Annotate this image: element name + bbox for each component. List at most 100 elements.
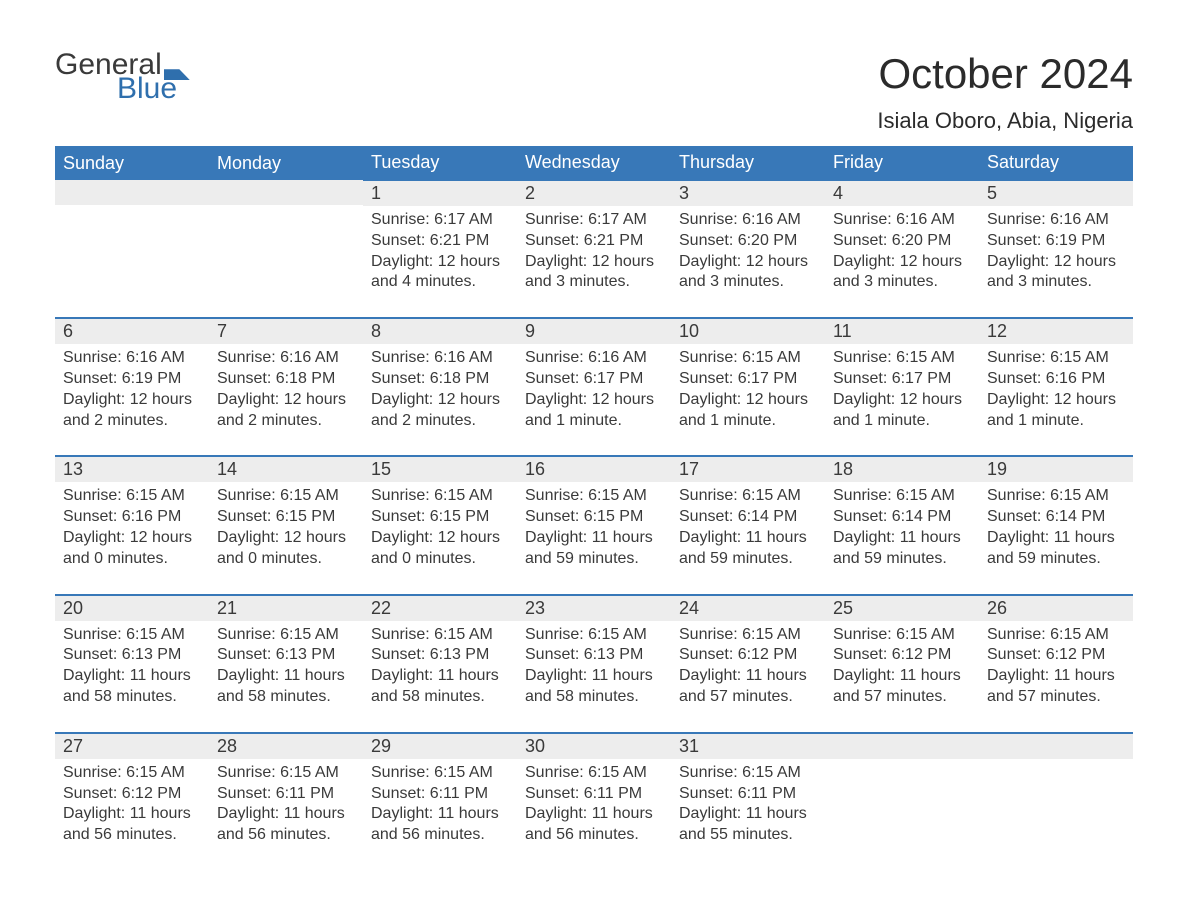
calendar-day-cell: 10Sunrise: 6:15 AMSunset: 6:17 PMDayligh… (671, 318, 825, 456)
sunrise-line: Sunrise: 6:15 AM (679, 625, 817, 646)
day-number-band-empty (209, 180, 363, 205)
daylight-line: Daylight: 12 hours and 0 minutes. (217, 528, 355, 570)
day-number: 1 (363, 181, 517, 206)
daylight-line: Daylight: 12 hours and 1 minute. (833, 390, 971, 432)
calendar-day-cell: 23Sunrise: 6:15 AMSunset: 6:13 PMDayligh… (517, 595, 671, 733)
day-number: 14 (209, 457, 363, 482)
day-number: 12 (979, 319, 1133, 344)
calendar-day-cell: 20Sunrise: 6:15 AMSunset: 6:13 PMDayligh… (55, 595, 209, 733)
daylight-line: Daylight: 11 hours and 56 minutes. (63, 804, 201, 846)
day-number: 27 (55, 734, 209, 759)
calendar-day-cell: 25Sunrise: 6:15 AMSunset: 6:12 PMDayligh… (825, 595, 979, 733)
header: General Blue October 2024 Isiala Oboro, … (55, 50, 1133, 134)
daylight-line: Daylight: 11 hours and 57 minutes. (833, 666, 971, 708)
day-number: 28 (209, 734, 363, 759)
calendar-day-cell: 29Sunrise: 6:15 AMSunset: 6:11 PMDayligh… (363, 733, 517, 870)
calendar-day-cell: 2 Sunrise: 6:17 AMSunset: 6:21 PMDaylight… (517, 180, 671, 318)
day-details: Sunrise: 6:15 AMSunset: 6:13 PMDaylight:… (363, 621, 517, 708)
calendar-table: SundayMondayTuesdayWednesdayThursdayFrid… (55, 146, 1133, 870)
day-number: 11 (825, 319, 979, 344)
sunset-line: Sunset: 6:19 PM (63, 369, 201, 390)
sunset-line: Sunset: 6:14 PM (987, 507, 1125, 528)
sunset-line: Sunset: 6:12 PM (833, 645, 971, 666)
sunset-line: Sunset: 6:16 PM (63, 507, 201, 528)
sunrise-line: Sunrise: 6:15 AM (833, 486, 971, 507)
sunset-line: Sunset: 6:12 PM (987, 645, 1125, 666)
calendar-empty-cell (55, 180, 209, 318)
sunrise-line: Sunrise: 6:15 AM (63, 625, 201, 646)
daylight-line: Daylight: 11 hours and 57 minutes. (987, 666, 1125, 708)
day-number: 6 (55, 319, 209, 344)
daylight-line: Daylight: 11 hours and 59 minutes. (987, 528, 1125, 570)
sunrise-line: Sunrise: 6:15 AM (63, 763, 201, 784)
calendar-week-row: 6 Sunrise: 6:16 AM Sunset: 6:19 PM Daylight… (55, 318, 1133, 456)
calendar-day-cell: 31Sunrise: 6:15 AMSunset: 6:11 PMDayligh… (671, 733, 825, 870)
day-number: 26 (979, 596, 1133, 621)
calendar-day-cell: 11Sunrise: 6:15 AMSunset: 6:17 PMDayligh… (825, 318, 979, 456)
day-details: Sunrise: 6:15 AMSunset: 6:13 PMDaylight:… (209, 621, 363, 708)
calendar-day-cell: 17Sunrise: 6:15 AMSunset: 6:14 PMDayligh… (671, 456, 825, 594)
sunrise-line: Sunrise: 6:16 AM (371, 348, 509, 369)
sunset-line: Sunset: 6:13 PM (525, 645, 663, 666)
daylight-line: Daylight: 11 hours and 59 minutes. (833, 528, 971, 570)
calendar-header-row: SundayMondayTuesdayWednesdayThursdayFrid… (55, 146, 1133, 180)
sunrise-line: Sunrise: 6:15 AM (833, 625, 971, 646)
sunrise-line: Sunrise: 6:15 AM (679, 763, 817, 784)
daylight-line: Daylight: 11 hours and 59 minutes. (525, 528, 663, 570)
sunrise-line: Sunrise: 6:15 AM (833, 348, 971, 369)
sunset-line: Sunset: 6:19 PM (987, 231, 1125, 252)
daylight-line: Daylight: 12 hours and 1 minute. (525, 390, 663, 432)
daylight-line: Daylight: 12 hours and 1 minute. (679, 390, 817, 432)
sunset-line: Sunset: 6:17 PM (525, 369, 663, 390)
calendar-header-cell: Saturday (979, 146, 1133, 180)
day-details: Sunrise: 6:15 AMSunset: 6:16 PMDaylight:… (55, 482, 209, 569)
sunrise-line: Sunrise: 6:15 AM (525, 486, 663, 507)
calendar-header-cell: Wednesday (517, 146, 671, 180)
day-details: Sunrise: 6:15 AMSunset: 6:11 PMDaylight:… (671, 759, 825, 846)
day-number: 3 (671, 181, 825, 206)
sunrise-line: Sunrise: 6:15 AM (679, 348, 817, 369)
calendar-empty-cell (979, 733, 1133, 870)
sunrise-line: Sunrise: 6:17 AM (525, 210, 663, 231)
day-number: 18 (825, 457, 979, 482)
daylight-line: Daylight: 12 hours and 3 minutes. (525, 252, 663, 294)
sunset-line: Sunset: 6:11 PM (525, 784, 663, 805)
sunset-line: Sunset: 6:18 PM (217, 369, 355, 390)
day-number-band-empty (979, 734, 1133, 759)
daylight-line: Daylight: 11 hours and 56 minutes. (525, 804, 663, 846)
day-number: 13 (55, 457, 209, 482)
calendar-day-cell: 26Sunrise: 6:15 AMSunset: 6:12 PMDayligh… (979, 595, 1133, 733)
day-details: Sunrise: 6:15 AMSunset: 6:15 PMDaylight:… (363, 482, 517, 569)
day-number: 2 (517, 181, 671, 206)
day-details: Sunrise: 6:16 AMSunset: 6:17 PMDaylight:… (517, 344, 671, 431)
daylight-line: Daylight: 11 hours and 58 minutes. (217, 666, 355, 708)
calendar-day-cell: 28Sunrise: 6:15 AMSunset: 6:11 PMDayligh… (209, 733, 363, 870)
day-number: 4 (825, 181, 979, 206)
sunset-line: Sunset: 6:21 PM (525, 231, 663, 252)
day-number-band-empty (55, 180, 209, 205)
daylight-line: Daylight: 12 hours and 3 minutes. (987, 252, 1125, 294)
sunrise-line: Sunrise: 6:15 AM (371, 763, 509, 784)
day-number: 24 (671, 596, 825, 621)
sunrise-line: Sunrise: 6:16 AM (679, 210, 817, 231)
day-details: Sunrise: 6:16 AMSunset: 6:20 PMDaylight:… (671, 206, 825, 293)
sunset-line: Sunset: 6:12 PM (679, 645, 817, 666)
sunset-line: Sunset: 6:20 PM (679, 231, 817, 252)
page-title: October 2024 (877, 50, 1133, 98)
calendar-day-cell: 6Sunrise: 6:16 AMSunset: 6:19 PMDaylight… (55, 318, 209, 456)
sunset-line: Sunset: 6:21 PM (371, 231, 509, 252)
day-details: Sunrise: 6:15 AMSunset: 6:14 PMDaylight:… (979, 482, 1133, 569)
sunrise-line: Sunrise: 6:15 AM (217, 763, 355, 784)
calendar-day-cell: 15Sunrise: 6:15 AMSunset: 6:15 PMDayligh… (363, 456, 517, 594)
day-number: 5 (979, 181, 1133, 206)
day-details: Sunrise: 6:16 AMSunset: 6:18 PMDaylight:… (209, 344, 363, 431)
calendar-day-cell: 9Sunrise: 6:16 AMSunset: 6:17 PMDaylight… (517, 318, 671, 456)
sunrise-line: Sunrise: 6:15 AM (679, 486, 817, 507)
day-number: 21 (209, 596, 363, 621)
day-number: 23 (517, 596, 671, 621)
sunrise-line: Sunrise: 6:15 AM (63, 486, 201, 507)
sunrise-line: Sunrise: 6:15 AM (371, 486, 509, 507)
day-number: 20 (55, 596, 209, 621)
day-details: Sunrise: 6:15 AMSunset: 6:14 PMDaylight:… (671, 482, 825, 569)
day-number: 8 (363, 319, 517, 344)
